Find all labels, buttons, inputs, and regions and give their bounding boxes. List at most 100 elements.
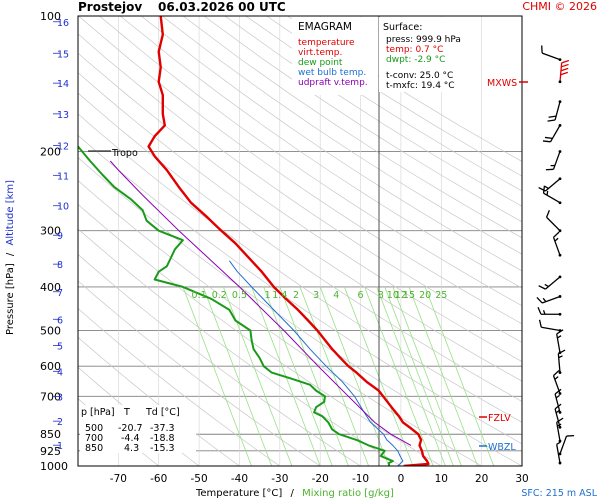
mixing-ratio-line [408,286,478,466]
legend-updraft-vtemp: udpraft v.temp. [298,78,368,88]
sounding-datetime: 06.03.2026 00 UTC [158,0,286,14]
xlabel-temp: Temperature [°C] [195,488,282,499]
dry-adiabat-line [78,157,522,466]
dry-adiabat-line [78,92,522,402]
wind-barb [556,441,562,465]
sounding-series [78,16,430,466]
surface-dewpoint: dwpt: -2.9 °C [386,55,445,65]
pressure-tick-label: 300 [40,225,61,238]
surface-info: Surface: press: 999.9 hPa temp: 0.7 °C d… [379,17,471,92]
wind-barb-flag [560,67,569,72]
dry-adiabat-line [78,72,522,382]
wind-barb-flag [542,140,551,143]
wind-barb-flag [556,417,564,423]
wind-barb-shaft [541,326,561,332]
wind-barb-shaft [557,353,561,373]
wind-barb-station [558,461,562,465]
wind-barb [538,177,562,192]
altitude-tick-label: 9 [57,231,63,242]
wind-barb-station [558,150,562,153]
wind-barb-half [554,237,559,242]
mixing-ratio-label: 1 [265,290,271,301]
mixing-ratio-line [384,286,454,466]
wind-barb-half [544,185,549,189]
dry-adiabat-line [224,16,522,207]
surface-elevation: SFC: 215 m ASL [521,488,597,499]
pressure-tick-label: 200 [40,145,61,158]
surface-pressure: press: 999.9 hPa [386,35,461,45]
wind-barb-half [554,376,559,380]
wind-barb-flag [542,185,546,194]
tropopause-marker: Tropo [88,148,138,159]
temperature-tick-label: -50 [191,473,208,485]
wind-barb-half [555,394,560,399]
fzlv-marker: FZLV [479,413,511,424]
series-line-temperature [147,16,430,466]
wind-barb-station [558,58,562,62]
legend: EMAGRAM temperature virt.temp. dew point… [292,17,378,95]
mixing-ratio-line [364,286,434,466]
altitude-tick-label: 1 [57,441,63,452]
wind-barb [547,100,562,122]
wind-barb [542,123,562,143]
mixing-ratio-label: 0.1 [192,290,207,301]
wind-barb-shaft [554,408,561,428]
wind-barb-station [558,452,562,456]
wind-barb-station [558,410,562,414]
dry-adiabat-line [78,180,482,466]
xlabel-sep: / [291,488,295,499]
altitude-tick-label: 14 [57,79,69,90]
wind-barb-flag [544,136,553,140]
altitude-tick-label: 3 [57,393,63,404]
temperature-tick-label: -60 [150,473,167,485]
wind-barb-flag [537,306,542,315]
wind-barb [554,388,562,414]
mixing-ratio-line [202,286,273,466]
wind-barb-flag [560,71,569,76]
wind-barb-station [558,201,562,205]
altitude-tick-label: 12 [57,142,69,153]
mixing-ratio-label: 15 [403,290,415,301]
pressure-tick-label: 400 [40,281,61,294]
wind-barb [552,231,562,257]
altitude-tick-label: 7 [57,288,63,299]
wind-barb-shaft [554,101,561,121]
dry-adiabat-grid [78,16,522,466]
legend-title: EMAGRAM [298,21,352,33]
wind-barb-station [558,177,562,181]
wind-barb-flag [561,63,569,68]
wind-barb-flag [561,59,570,64]
wind-barb-half [557,335,562,339]
wind-barb-shaft [556,422,561,442]
wind-barb-station [558,295,562,298]
mixing-ratio-line [319,286,390,466]
dry-adiabat-line [140,16,522,272]
wind-barb-flag [553,231,560,238]
mixing-ratio-line [376,286,446,466]
mixing-ratio-label: 20 [419,290,431,301]
dry-adiabat-line [161,16,522,255]
temperature-tick-label: -10 [352,473,369,485]
altitude-tick-label: 16 [57,18,69,29]
wind-barb-shaft [543,192,561,204]
wind-barb-flag [548,115,557,118]
wind-barb-flag [538,319,542,328]
wind-barb-half [542,297,547,303]
legend-dew-point: dew point [298,58,343,68]
mixing-ratio-label: 10 [387,290,399,301]
x-axis-title: Temperature [°C] / Mixing ratio [g/kg] [195,488,394,499]
pressure-tick-label: 700 [40,390,61,403]
mixing-ratio-label: 8 [378,290,384,301]
wind-barb-shaft [541,295,561,304]
wind-barb-station [558,123,562,127]
table-header-p: p [hPa] [81,407,115,418]
mixing-ratio-line [279,286,349,466]
mixing-ratio-label: 6 [358,290,364,301]
wind-barb-station [558,275,562,279]
legend-temperature: temperature [298,38,355,48]
xlabel-mix: Mixing ratio [g/kg] [302,488,394,499]
wind-barb-station [558,392,562,395]
table-cell: -20.7 [118,423,143,434]
wind-barb [545,150,562,171]
table-cell: -37.3 [150,423,175,434]
